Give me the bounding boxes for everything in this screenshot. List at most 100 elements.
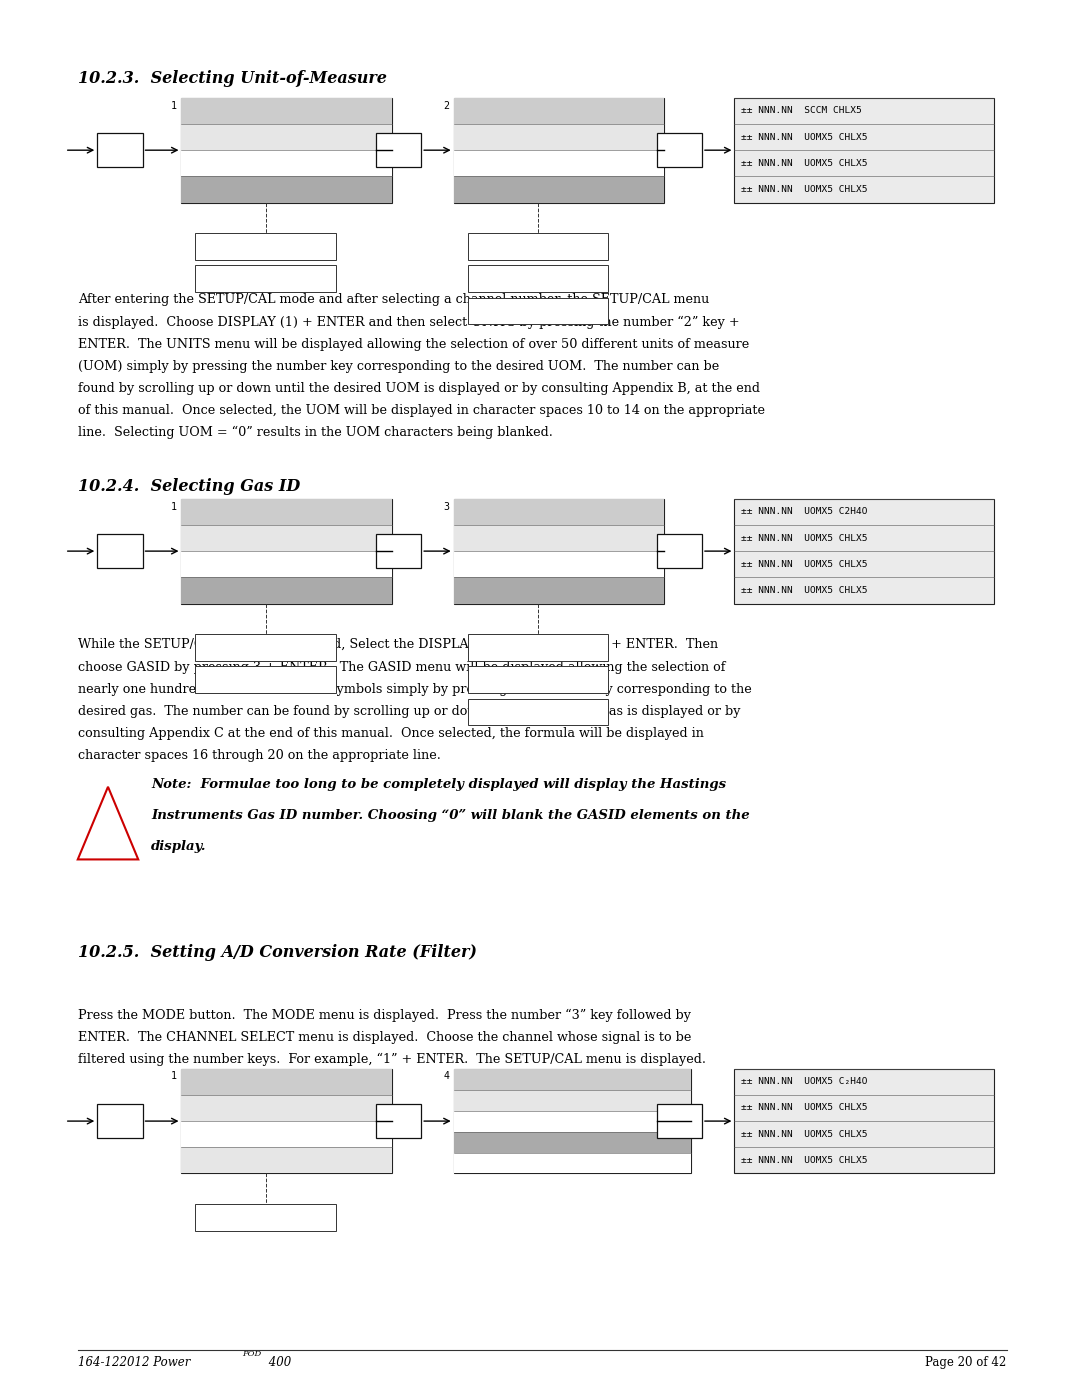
FancyBboxPatch shape [657,535,702,569]
FancyBboxPatch shape [454,552,664,577]
FancyBboxPatch shape [376,1104,421,1137]
FancyBboxPatch shape [454,1132,691,1153]
Text: 2 = UNITS: 2 = UNITS [189,559,255,569]
FancyBboxPatch shape [454,577,664,604]
Text: 4 = FILTER: 4 = FILTER [237,1213,295,1222]
FancyBboxPatch shape [734,499,994,604]
FancyBboxPatch shape [454,1069,691,1090]
Text: ±± NNN.NN  SCCM CHLX5: ±± NNN.NN SCCM CHLX5 [741,106,862,116]
FancyBboxPatch shape [468,298,608,324]
Text: 1: 1 [171,502,177,511]
Polygon shape [78,787,138,859]
Text: 1 = SCCM: 1 = SCCM [461,133,522,142]
FancyBboxPatch shape [468,698,608,725]
Text: ENTER.  The CHANNEL SELECT menu is displayed.  Choose the channel whose signal i: ENTER. The CHANNEL SELECT menu is displa… [78,1031,691,1044]
FancyBboxPatch shape [454,525,664,552]
Text: (UOM) simply by pressing the number key corresponding to the desired UOM.  The n: (UOM) simply by pressing the number key … [78,359,719,373]
Text: 1 = 4Hz: 1 = 4Hz [461,1095,557,1105]
Text: ▼ 3 = CH4: ▼ 3 = CH4 [461,585,515,595]
FancyBboxPatch shape [454,98,664,124]
FancyBboxPatch shape [376,134,421,168]
Text: 2 = UNITS: 2 = UNITS [189,158,255,168]
Text: ▼ 3 = GASID: ▼ 3 = GASID [189,1155,255,1165]
FancyBboxPatch shape [454,176,664,203]
Text: 5 = LOCKOUT: 5 = LOCKOUT [233,274,298,284]
Text: 10.2.3.  Selecting Unit-of-Measure: 10.2.3. Selecting Unit-of-Measure [78,70,387,87]
Text: choose GASID by pressing 3 + ENTER.  The GASID menu will be displayed allowing t: choose GASID by pressing 3 + ENTER. The … [78,661,726,673]
Text: character spaces 16 through 20 on the appropriate line.: character spaces 16 through 20 on the ap… [78,749,441,761]
Text: nearly one hundred different chemical symbols simply by pressing the number key : nearly one hundred different chemical sy… [78,683,752,696]
Text: ENT: ENT [671,145,688,155]
Text: 190 = C8H10: 190 = C8H10 [505,643,570,652]
Text: 192 = ????: 192 = ???? [509,707,567,717]
FancyBboxPatch shape [454,1153,691,1173]
Text: ENT: ENT [390,1116,407,1126]
Text: Note:  Formulae too long to be completely displayed will display the Hastings: Note: Formulae too long to be completely… [151,778,727,791]
Text: ±± NNN.NN  UOMX5 C₂H4O: ±± NNN.NN UOMX5 C₂H4O [741,1077,867,1087]
Text: Press the MODE button.  The MODE menu is displayed.  Press the number “3” key fo: Press the MODE button. The MODE menu is … [78,1009,691,1021]
Text: filtered using the number keys.  For example, “1” + ENTER.  The SETUP/CAL menu i: filtered using the number keys. For exam… [78,1053,705,1066]
FancyBboxPatch shape [97,535,143,569]
Text: 3: 3 [443,502,449,511]
Text: ENT: ENT [390,546,407,556]
Text: 64 = Pa: 64 = Pa [517,242,558,251]
Text: ENTER.  The UNITS menu will be displayed allowing the selection of over 50 diffe: ENTER. The UNITS menu will be displayed … [78,338,750,351]
Text: Instruments Gas ID number. Choosing “0” will blank the GASID elements on the: Instruments Gas ID number. Choosing “0” … [151,809,750,821]
Text: 65 = inH2O: 65 = inH2O [509,274,567,284]
FancyBboxPatch shape [468,233,608,260]
Text: ENT: ENT [111,1116,129,1126]
Text: POD: POD [242,1350,261,1358]
FancyBboxPatch shape [181,151,392,176]
Text: ±± NNN.NN  UOMX5 C2H4O: ±± NNN.NN UOMX5 C2H4O [741,507,867,517]
Text: FILTER:: FILTER: [460,1074,502,1084]
Text: 4: 4 [443,1071,449,1081]
Text: 191 = C8H10: 191 = C8H10 [505,675,570,685]
FancyBboxPatch shape [195,1204,336,1231]
FancyBboxPatch shape [468,265,608,292]
Text: ENT: ENT [671,1116,688,1126]
Text: 66 = PSI: 66 = PSI [514,306,562,316]
Text: found by scrolling up or down until the desired UOM is displayed or by consultin: found by scrolling up or down until the … [78,381,759,395]
Text: 2 = 30Hz: 2 = 30Hz [461,1116,563,1126]
Text: 400: 400 [265,1356,291,1369]
FancyBboxPatch shape [734,1069,994,1173]
FancyBboxPatch shape [454,499,664,525]
FancyBboxPatch shape [454,124,664,151]
Text: ▼ 3 = %: ▼ 3 = % [461,184,503,194]
Text: GASID:: GASID: [460,507,496,517]
Text: DISPLAY:: DISPLAY: [188,106,235,116]
FancyBboxPatch shape [181,499,392,525]
Text: ±± NNN.NN  UOMX5 CHLX5: ±± NNN.NN UOMX5 CHLX5 [741,534,867,542]
FancyBboxPatch shape [734,98,994,203]
Text: ±± NNN.NN  UOMX5 CHLX5: ±± NNN.NN UOMX5 CHLX5 [741,1130,867,1139]
Text: DISPLAY:: DISPLAY: [188,1077,235,1087]
Text: desired gas.  The number can be found by scrolling up or down until the desired : desired gas. The number can be found by … [78,704,740,718]
FancyBboxPatch shape [195,666,336,693]
Text: ±± NNN.NN  UOMX5 CHLX5: ±± NNN.NN UOMX5 CHLX5 [741,585,867,595]
FancyBboxPatch shape [195,265,336,292]
FancyBboxPatch shape [181,525,392,552]
FancyBboxPatch shape [181,552,392,577]
FancyBboxPatch shape [468,634,608,661]
Text: is displayed.  Choose DISPLAY (1) + ENTER and then select UNITS by pressing the : is displayed. Choose DISPLAY (1) + ENTER… [78,316,740,328]
FancyBboxPatch shape [454,499,664,604]
FancyBboxPatch shape [454,1069,691,1173]
Text: consulting Appendix C at the end of this manual.  Once selected, the formula wil: consulting Appendix C at the end of this… [78,726,704,740]
Text: 1 = BRIGHTNESS: 1 = BRIGHTNESS [189,1104,285,1113]
FancyBboxPatch shape [376,535,421,569]
Text: 164-122012 Power: 164-122012 Power [78,1356,190,1369]
Text: 1: 1 [171,1071,177,1081]
FancyBboxPatch shape [97,134,143,168]
FancyBboxPatch shape [181,499,392,604]
Text: CHANNEL 2  3 = 60Hz: CHANNEL 2 3 = 60Hz [461,1137,576,1147]
FancyBboxPatch shape [181,1095,392,1120]
FancyBboxPatch shape [195,233,336,260]
Text: ±± NNN.NN  UOMX5 CHLX5: ±± NNN.NN UOMX5 CHLX5 [741,184,867,194]
Text: ±± NNN.NN  UOMX5 CHLX5: ±± NNN.NN UOMX5 CHLX5 [741,1104,867,1112]
Text: Page 20 of 42: Page 20 of 42 [926,1356,1007,1369]
Text: 10.2.5.  Setting A/D Conversion Rate (Filter): 10.2.5. Setting A/D Conversion Rate (Fil… [78,944,476,961]
FancyBboxPatch shape [454,1090,691,1111]
Text: ±± NNN.NN  UOMX5 CHLX5: ±± NNN.NN UOMX5 CHLX5 [741,1155,867,1165]
Text: !: ! [105,824,111,838]
Text: ±± NNN.NN  UOMX5 CHLX5: ±± NNN.NN UOMX5 CHLX5 [741,560,867,569]
